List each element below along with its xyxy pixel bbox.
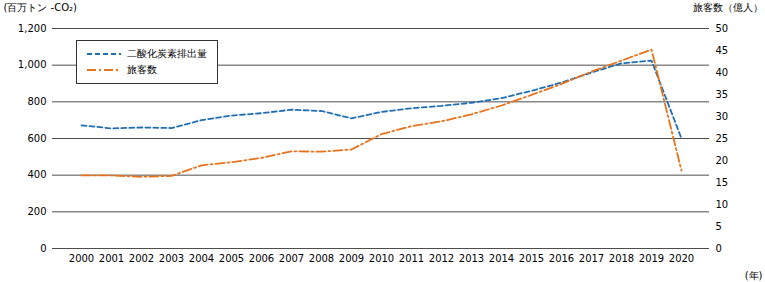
- svg-text:2018: 2018: [609, 253, 634, 264]
- svg-text:2020: 2020: [669, 253, 694, 264]
- svg-text:(百万トン -CO₂): (百万トン -CO₂): [4, 2, 78, 13]
- svg-text:0: 0: [716, 243, 722, 254]
- svg-text:2006: 2006: [249, 253, 274, 264]
- svg-text:(年): (年): [745, 270, 763, 281]
- svg-text:600: 600: [27, 133, 46, 144]
- svg-text:400: 400: [27, 169, 46, 180]
- svg-text:15: 15: [716, 177, 729, 188]
- svg-text:2000: 2000: [69, 253, 94, 264]
- html-text:旅客数: 旅客数: [127, 64, 157, 75]
- svg-text:25: 25: [716, 133, 729, 144]
- svg-text:2003: 2003: [159, 253, 184, 264]
- svg-text:200: 200: [27, 206, 46, 217]
- svg-text:2012: 2012: [429, 253, 454, 264]
- svg-text:30: 30: [716, 111, 729, 122]
- svg-text:2001: 2001: [99, 253, 124, 264]
- svg-text:2005: 2005: [219, 253, 244, 264]
- svg-text:1,000: 1,000: [18, 59, 47, 70]
- svg-text:35: 35: [716, 89, 729, 100]
- svg-text:2009: 2009: [339, 253, 364, 264]
- svg-text:800: 800: [27, 96, 46, 107]
- svg-text:2014: 2014: [489, 253, 514, 264]
- svg-text:2010: 2010: [369, 253, 394, 264]
- svg-text:2004: 2004: [189, 253, 214, 264]
- svg-text:2015: 2015: [519, 253, 544, 264]
- svg-text:2016: 2016: [549, 253, 574, 264]
- svg-text:旅客数（億人）: 旅客数（億人）: [693, 2, 763, 13]
- svg-text:45: 45: [716, 45, 729, 56]
- svg-text:2011: 2011: [399, 253, 424, 264]
- svg-text:10: 10: [716, 199, 729, 210]
- svg-text:40: 40: [716, 67, 729, 78]
- svg-text:1,200: 1,200: [18, 23, 47, 34]
- svg-text:2007: 2007: [279, 253, 304, 264]
- html-text:二酸化炭素排出量: 二酸化炭素排出量: [127, 48, 207, 59]
- svg-text:0: 0: [40, 243, 46, 254]
- svg-text:5: 5: [716, 221, 722, 232]
- svg-text:2013: 2013: [459, 253, 484, 264]
- svg-text:2002: 2002: [129, 253, 154, 264]
- svg-text:50: 50: [716, 23, 729, 34]
- svg-text:2019: 2019: [639, 253, 664, 264]
- svg-text:2008: 2008: [309, 253, 334, 264]
- svg-text:20: 20: [716, 155, 729, 166]
- svg-text:2017: 2017: [579, 253, 604, 264]
